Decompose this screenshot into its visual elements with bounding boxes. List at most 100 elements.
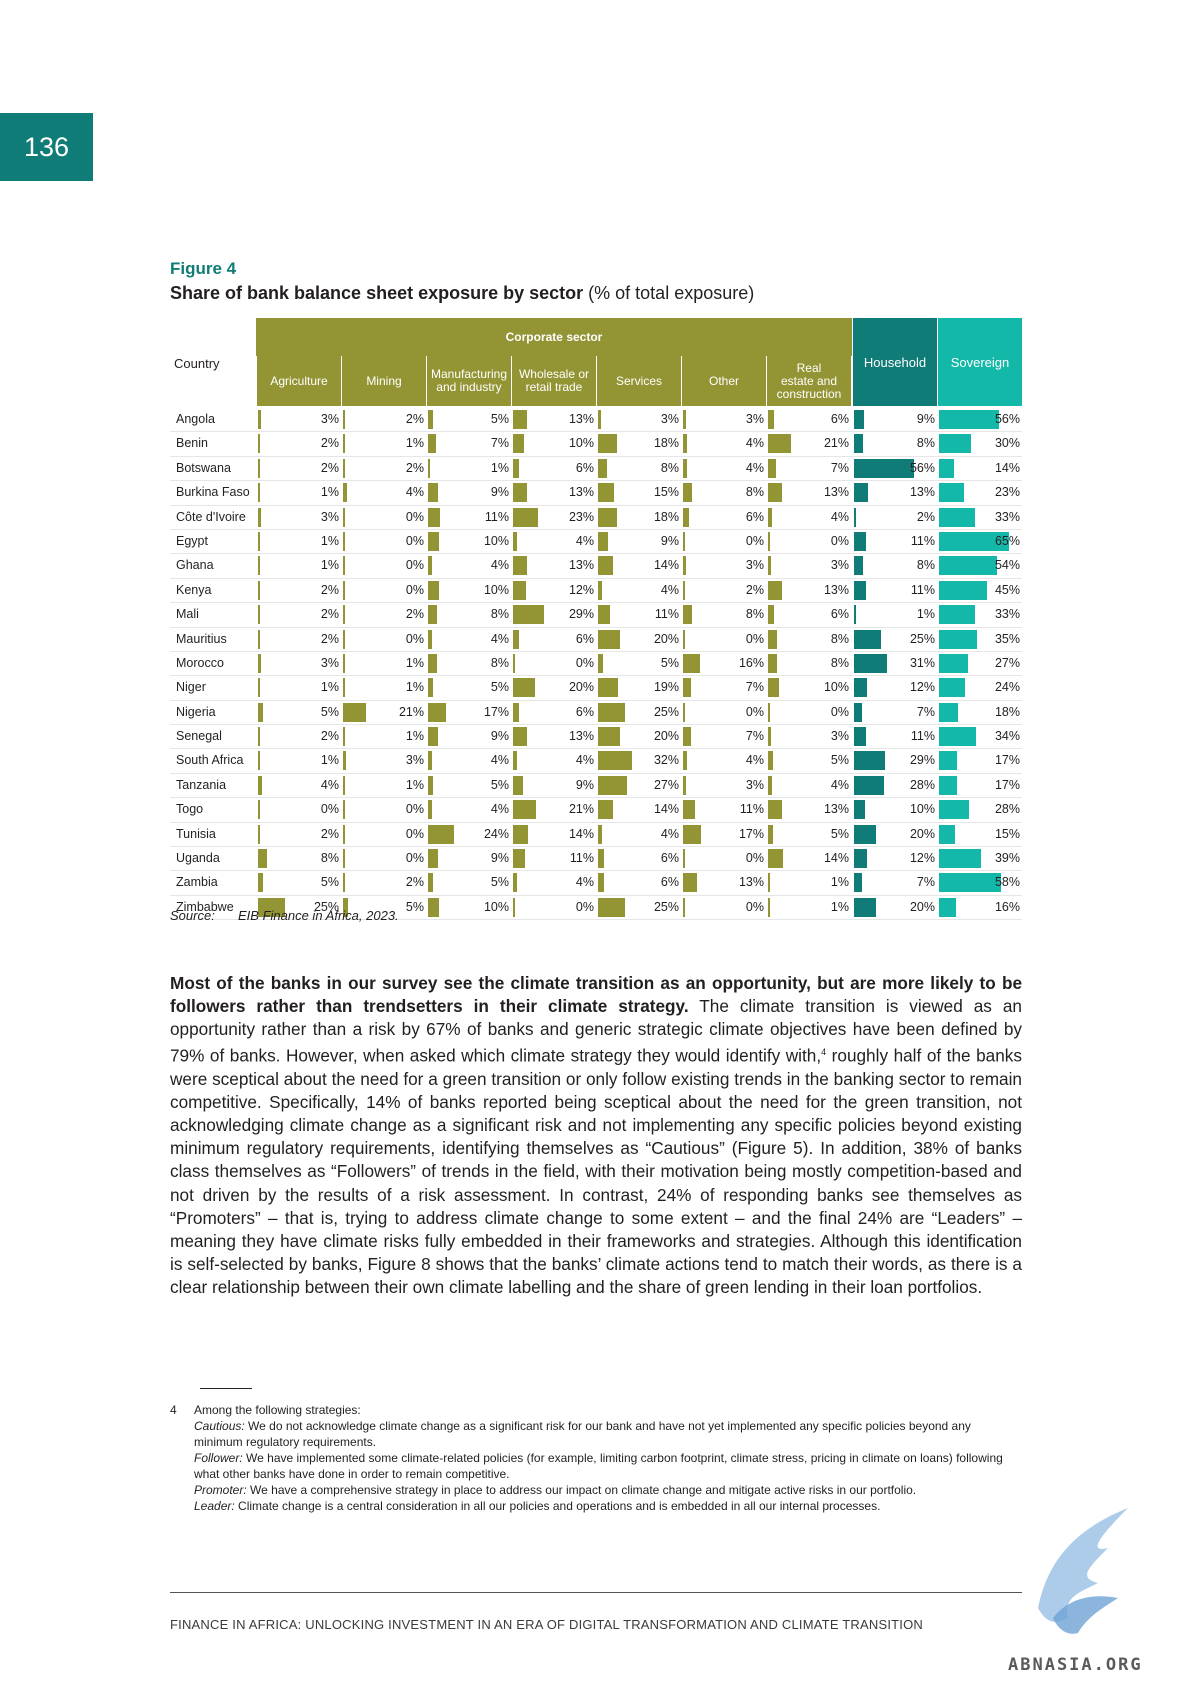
value-label: 6%	[575, 704, 594, 719]
table-row: Senegal 2% 1% 9% 13% 20% 7% 3% 11% 34%	[170, 725, 1022, 750]
value-bar	[768, 751, 773, 771]
value-label: 2%	[320, 460, 339, 475]
value-label: 13%	[568, 558, 594, 573]
table-cell: 5%	[596, 652, 681, 675]
value-bar	[513, 727, 527, 747]
country-name: Tanzania	[176, 777, 227, 792]
value-label: 17%	[994, 753, 1020, 768]
table-cell: 4%	[681, 432, 766, 455]
footnote-item: Promoter: We have a comprehensive strate…	[194, 1482, 1022, 1498]
table-cell: 20%	[852, 823, 937, 846]
country-name: Tunisia	[176, 826, 216, 841]
value-label: 3%	[320, 412, 339, 426]
value-bar	[258, 849, 267, 869]
value-label: 5%	[320, 704, 339, 719]
value-bar	[683, 824, 701, 844]
table-cell: 16%	[681, 652, 766, 675]
value-label: 0%	[745, 851, 764, 866]
value-label: 6%	[660, 875, 679, 890]
value-label: 1%	[830, 875, 849, 890]
value-bar	[598, 483, 614, 503]
table-cell: 4%	[596, 579, 681, 602]
value-bar	[343, 458, 345, 478]
table-cell: 4%	[426, 628, 511, 651]
table-row: Burkina Faso 1% 4% 9% 13% 15% 8% 13% 13% 23%	[170, 481, 1022, 506]
value-bar	[683, 556, 686, 576]
value-label: 56%	[994, 412, 1020, 426]
table-cell: 3%	[256, 506, 341, 529]
value-label: 11%	[484, 509, 509, 524]
table-row: Tanzania 4% 1% 5% 9% 27% 3% 4% 28% 17%	[170, 774, 1022, 799]
value-label: 25%	[909, 631, 935, 646]
table-cell: 3%	[766, 725, 851, 748]
value-bar	[768, 727, 771, 747]
value-bar	[258, 873, 263, 893]
value-label: 3%	[745, 412, 764, 426]
value-bar	[939, 410, 999, 429]
figure-title-unit: (% of total exposure)	[583, 283, 755, 303]
country-name: Zimbabwe	[176, 899, 234, 914]
value-label: 24%	[483, 826, 509, 841]
value-label: 20%	[909, 826, 935, 841]
value-bar	[683, 751, 687, 771]
value-bar	[854, 556, 863, 576]
table-cell: 14%	[766, 847, 851, 870]
table-cell: 17%	[426, 701, 511, 724]
value-label: 32%	[653, 753, 679, 768]
value-bar	[258, 458, 260, 478]
table-cell: 5%	[426, 408, 511, 431]
value-bar	[258, 605, 260, 625]
table-cell: 21%	[511, 798, 596, 821]
table-cell: 7%	[681, 676, 766, 699]
value-bar	[428, 458, 430, 478]
value-label: 8%	[830, 655, 849, 670]
table-cell: 6%	[511, 628, 596, 651]
value-label: 9%	[916, 412, 935, 426]
value-bar	[258, 897, 285, 917]
value-label: 7%	[745, 729, 764, 744]
value-label: 27%	[653, 777, 679, 792]
value-label: 7%	[916, 875, 935, 890]
value-label: 4%	[490, 753, 509, 768]
value-label: 12%	[909, 680, 935, 695]
body-paragraph: Most of the banks in our survey see the …	[170, 972, 1022, 1299]
value-label: 11%	[569, 851, 594, 866]
table-cell: 13%	[511, 408, 596, 431]
table-cell: 11%	[426, 506, 511, 529]
table-cell: 11%	[596, 603, 681, 626]
value-bar	[939, 653, 968, 673]
value-bar	[683, 678, 691, 698]
value-bar	[854, 507, 856, 527]
watermark: ABNASIA.ORG	[1008, 1655, 1143, 1675]
table-cell: 10%	[426, 579, 511, 602]
value-bar	[258, 556, 260, 576]
table-cell: 3%	[256, 652, 341, 675]
table-cell: 10%	[426, 530, 511, 553]
value-label: 5%	[320, 875, 339, 890]
value-bar	[598, 458, 607, 478]
table-cell: 9%	[426, 847, 511, 870]
table-cell: 10%	[426, 896, 511, 919]
value-label: 21%	[823, 436, 849, 451]
table-row: Uganda 8% 0% 9% 11% 6% 0% 14% 12% 39%	[170, 847, 1022, 872]
value-label: 10%	[483, 582, 509, 597]
value-bar	[343, 434, 345, 454]
value-bar	[513, 458, 519, 478]
table-cell: 1%	[341, 432, 426, 455]
value-label: 5%	[830, 826, 849, 841]
value-label: 18%	[994, 704, 1020, 719]
value-label: 29%	[568, 607, 594, 622]
value-label: 0%	[405, 533, 424, 548]
value-label: 0%	[405, 851, 424, 866]
value-label: 28%	[909, 777, 935, 792]
value-label: 2%	[916, 509, 935, 524]
footnote-item: Leader: Climate change is a central cons…	[194, 1498, 1022, 1514]
value-bar	[683, 580, 685, 600]
value-label: 14%	[994, 460, 1020, 475]
value-bar	[768, 824, 773, 844]
value-label: 0%	[575, 899, 594, 914]
table-row: Zambia 5% 2% 5% 4% 6% 13% 1% 7% 58%	[170, 871, 1022, 896]
value-label: 12%	[909, 851, 935, 866]
table-cell: 35%	[937, 628, 1022, 651]
value-bar	[683, 775, 686, 795]
